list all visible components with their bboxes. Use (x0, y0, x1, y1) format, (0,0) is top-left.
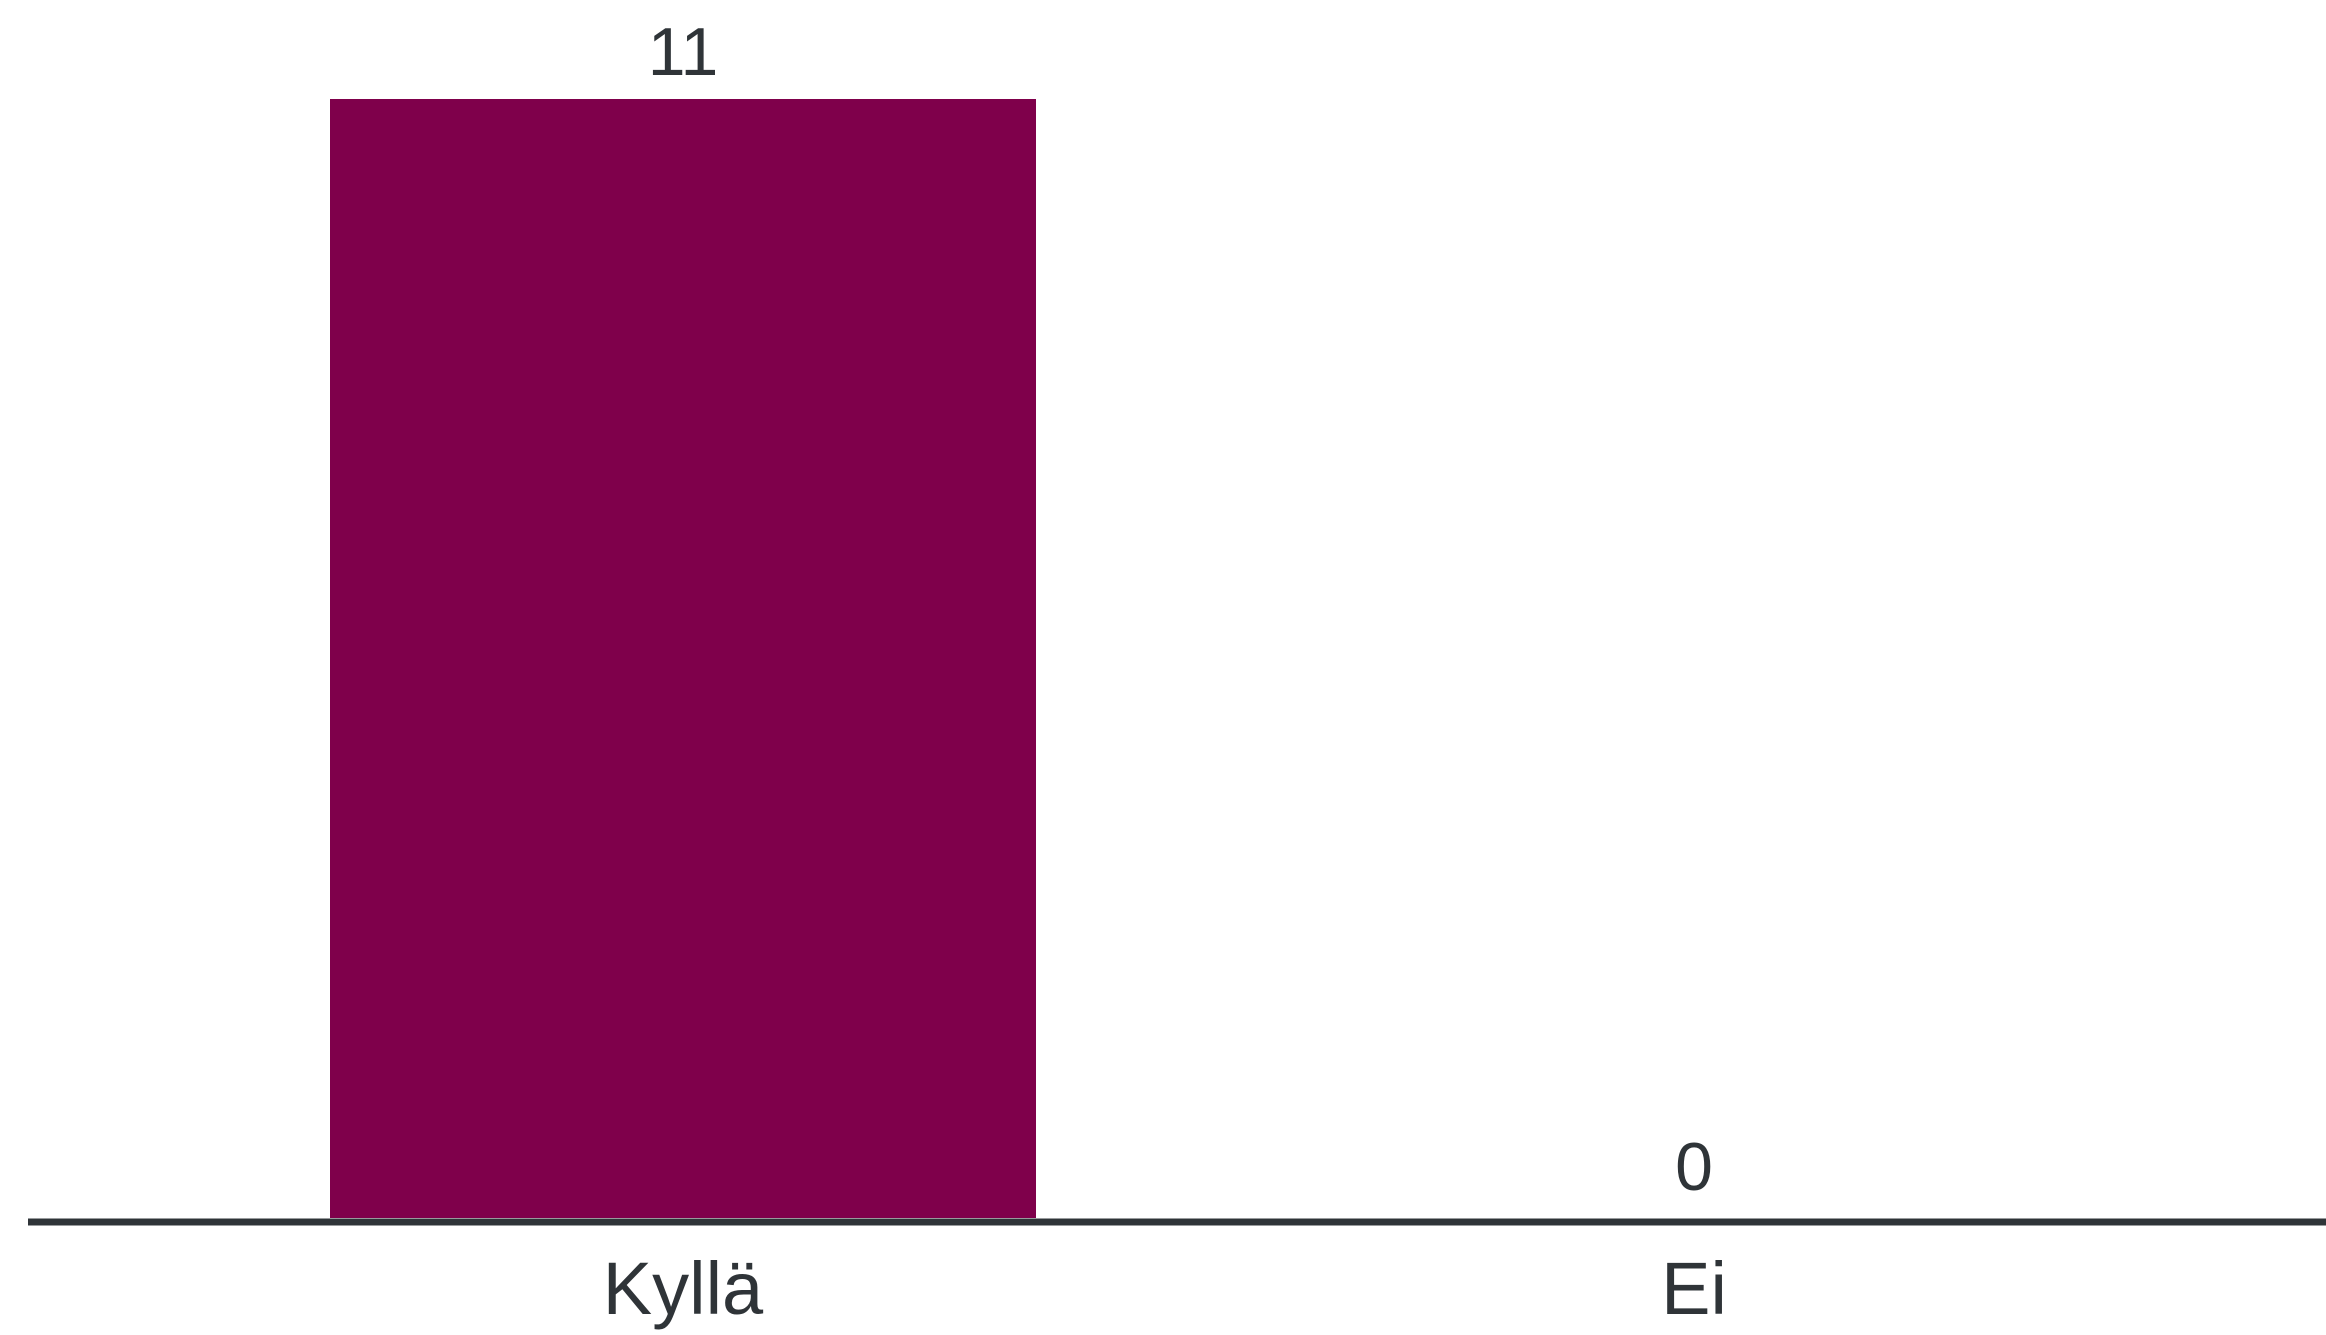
x-tick-label-ei: Ei (1661, 1247, 1727, 1330)
data-label-kyllä: 11 (648, 14, 719, 90)
bars-group (330, 99, 1036, 1218)
data-label-ei: 0 (1675, 1129, 1713, 1205)
bar-kyllä (330, 99, 1036, 1218)
labels-group: 11 Kyllä 0 Ei (603, 14, 1727, 1330)
x-tick-label-kyllä: Kyllä (603, 1247, 764, 1330)
